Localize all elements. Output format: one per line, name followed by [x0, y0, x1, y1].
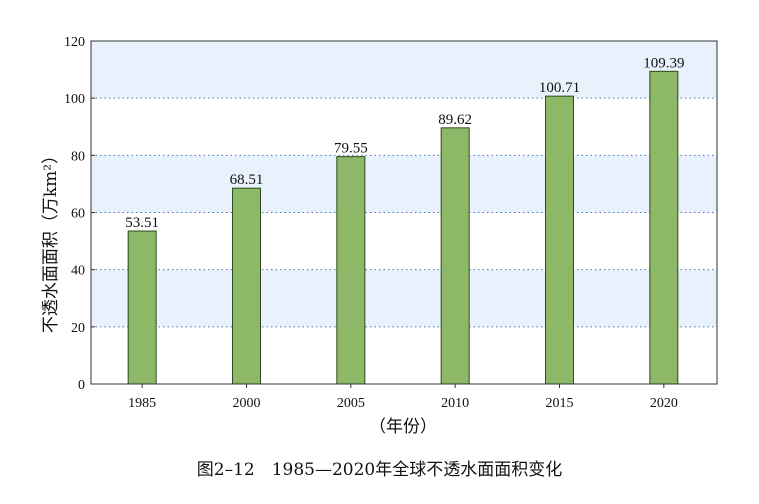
value-label-2000: 68.51 — [230, 172, 264, 188]
y-tick-label-0: 0 — [78, 378, 85, 393]
bar-chart: 53.51 68.51 79.55 89.62 100.71 109.39 0 20 40 60… — [41, 35, 718, 437]
x-tick-label-2010: 2010 — [441, 396, 469, 411]
y-tick-label-100: 100 — [64, 92, 85, 107]
figure-caption: 图2–12 1985—2020年全球不透水面面积变化 — [196, 460, 563, 480]
gridlines — [91, 97, 717, 328]
background-bands — [91, 41, 717, 327]
grid-band — [91, 155, 717, 213]
bars — [127, 70, 679, 385]
y-tick-label-20: 20 — [71, 321, 85, 336]
bar-2000 — [232, 187, 261, 385]
x-axis-title: （年份） — [369, 417, 437, 437]
x-tick-labels: 1985 2000 2005 2010 2015 2020 — [128, 384, 678, 411]
grid-band — [91, 269, 717, 327]
value-label-1985: 53.51 — [125, 215, 159, 231]
x-tick-label-2000: 2000 — [233, 396, 261, 411]
bar-2020 — [649, 70, 679, 385]
y-tick-label-60: 60 — [71, 207, 85, 222]
value-label-2010: 89.62 — [438, 112, 472, 128]
bar-2015 — [545, 95, 574, 385]
bar-1985 — [127, 230, 157, 385]
grid-band — [91, 41, 717, 99]
bar-2010 — [440, 127, 470, 385]
bar-2005 — [336, 156, 366, 385]
value-label-2005: 79.55 — [334, 141, 368, 157]
y-axis-title: 不透水面面积（万km²） — [41, 147, 61, 333]
y-tick-label-120: 120 — [64, 35, 85, 50]
x-tick-label-1985: 1985 — [128, 396, 156, 411]
value-label-2020: 109.39 — [643, 55, 684, 71]
x-tick-label-2015: 2015 — [546, 396, 574, 411]
value-label-2015: 100.71 — [539, 80, 580, 96]
y-tick-label-40: 40 — [71, 264, 85, 279]
y-tick-labels: 0 20 40 60 80 100 120 — [64, 35, 95, 393]
x-tick-label-2020: 2020 — [650, 396, 678, 411]
y-tick-label-80: 80 — [71, 149, 85, 164]
x-tick-label-2005: 2005 — [337, 396, 365, 411]
value-labels: 53.51 68.51 79.55 89.62 100.71 109.39 — [125, 55, 684, 231]
